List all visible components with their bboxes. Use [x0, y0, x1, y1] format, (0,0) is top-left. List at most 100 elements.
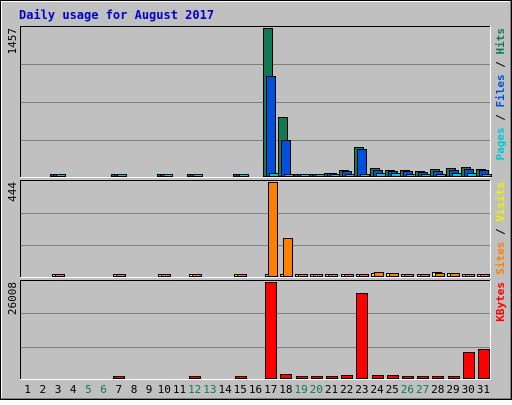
x-tick-label: 13 — [203, 383, 216, 396]
bar-kbytes — [341, 375, 353, 379]
legend-item-sites: Sites — [494, 242, 507, 275]
bar-sites — [374, 272, 384, 277]
bar-kbytes — [265, 282, 277, 379]
bar-sites — [404, 274, 414, 277]
bar-kbytes — [189, 376, 201, 379]
bar-pages — [467, 173, 477, 177]
bar-kbytes — [113, 376, 125, 379]
x-tick-label: 15 — [234, 383, 247, 396]
bar-pages — [239, 174, 249, 177]
bar-sites — [55, 274, 65, 277]
bar-pages — [436, 174, 446, 177]
bar-kbytes — [326, 376, 338, 379]
panel-visits-sites-legend: Sites / Visits — [494, 182, 507, 275]
bar-pages — [376, 173, 386, 177]
panel-hits-files-pages-ymax-label: 1457 — [6, 28, 19, 55]
bar-pages — [269, 173, 279, 177]
panel-visits-sites-ymax-label: 444 — [6, 182, 19, 202]
bar-sites — [480, 274, 490, 277]
bar-kbytes — [387, 375, 399, 379]
x-tick-label: 11 — [173, 383, 186, 396]
legend-separator: / — [494, 108, 507, 128]
bar-sites — [420, 274, 430, 277]
legend-item-hits: Hits — [494, 28, 507, 55]
bar-pages — [406, 174, 416, 177]
bar-pages — [315, 174, 325, 177]
bar-sites — [298, 274, 308, 277]
bar-pages — [56, 174, 66, 177]
x-tick-label: 29 — [446, 383, 459, 396]
x-tick-label: 19 — [294, 383, 307, 396]
bar-kbytes — [280, 374, 292, 379]
bar-pages — [360, 174, 370, 177]
bar-kbytes — [463, 352, 475, 379]
panel-kbytes-legend: KBytes — [494, 282, 507, 322]
bar-sites — [465, 274, 475, 277]
bar-pages — [482, 174, 492, 177]
bar-sites — [161, 274, 171, 277]
bar-kbytes — [402, 376, 414, 379]
bar-sites — [359, 274, 369, 277]
x-tick-label: 9 — [146, 383, 153, 396]
legend-item-pages: Pages — [494, 127, 507, 160]
bar-sites — [313, 274, 323, 277]
x-tick-label: 2 — [39, 383, 46, 396]
x-tick-label: 1 — [24, 383, 31, 396]
bar-pages — [330, 174, 340, 177]
x-tick-label: 28 — [431, 383, 444, 396]
bar-sites — [237, 274, 247, 277]
x-tick-label: 20 — [310, 383, 323, 396]
panel-kbytes-ymax-label: 26008 — [6, 282, 19, 315]
x-tick-label: 24 — [370, 383, 384, 396]
bar-sites — [389, 273, 399, 277]
x-tick-label: 22 — [340, 383, 353, 396]
bar-kbytes — [432, 376, 444, 379]
x-tick-label: 8 — [131, 383, 138, 396]
x-tick-label: 17 — [264, 383, 277, 396]
bar-sites — [268, 182, 278, 277]
bar-sites — [450, 273, 460, 277]
x-tick-label: 31 — [477, 383, 490, 396]
bar-files — [357, 149, 367, 177]
x-tick-label: 5 — [85, 383, 92, 396]
chart-title: Daily usage for August 2017 — [19, 8, 214, 22]
x-tick-label: 27 — [416, 383, 429, 396]
x-tick-label: 4 — [70, 383, 77, 396]
bar-sites — [283, 238, 293, 277]
x-tick-label: 12 — [188, 383, 201, 396]
bar-files — [281, 140, 291, 177]
bar-pages — [345, 174, 355, 177]
bar-kbytes — [372, 375, 384, 379]
x-tick-label: 7 — [115, 383, 122, 396]
bar-pages — [300, 174, 310, 177]
legend-item-kbytes: KBytes — [494, 282, 507, 322]
x-tick-label: 21 — [325, 383, 338, 396]
x-tick-label: 14 — [218, 383, 232, 396]
x-tick-label: 23 — [355, 383, 368, 396]
panel-visits-sites-plot-area — [20, 180, 491, 278]
x-tick-label: 10 — [158, 383, 171, 396]
x-tick-label: 6 — [100, 383, 107, 396]
bar-kbytes — [296, 376, 308, 379]
legend-separator: / — [494, 222, 507, 242]
bar-pages — [452, 173, 462, 177]
x-tick-label: 30 — [462, 383, 475, 396]
legend-item-visits: Visits — [494, 182, 507, 222]
x-tick-label: 26 — [401, 383, 414, 396]
bar-sites — [328, 274, 338, 277]
bar-kbytes — [235, 376, 247, 379]
bar-pages — [391, 173, 401, 177]
bar-sites — [192, 274, 202, 277]
bar-kbytes — [417, 376, 429, 379]
bar-pages — [284, 174, 294, 177]
bar-pages — [421, 174, 431, 177]
bar-sites — [116, 274, 126, 277]
bar-sites — [435, 273, 445, 277]
panel-hits-files-pages-legend: Pages / Files / Hits — [494, 28, 507, 161]
bar-files — [266, 76, 276, 177]
bar-kbytes — [448, 376, 460, 379]
legend-item-files: Files — [494, 74, 507, 107]
bar-pages — [163, 174, 173, 177]
